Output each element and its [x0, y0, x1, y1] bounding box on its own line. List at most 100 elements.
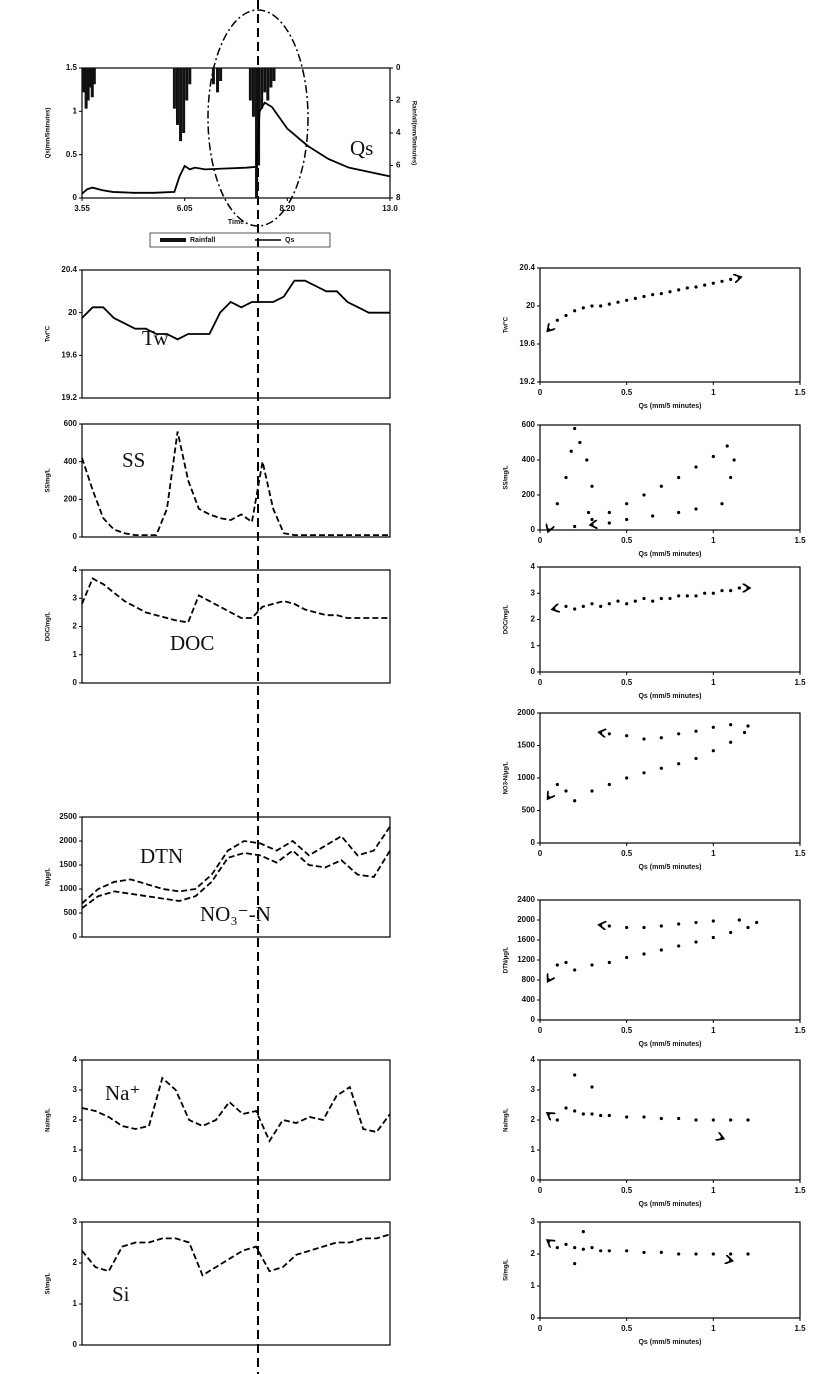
x-tick-label: 0 [538, 1186, 543, 1195]
point [585, 458, 589, 462]
x-axis-label: Qs (mm/5 minutes) [638, 864, 701, 871]
point [677, 1252, 681, 1256]
point [677, 944, 681, 948]
y-tick-label: 2 [73, 622, 78, 631]
point [625, 502, 629, 506]
rain-bar [255, 68, 259, 198]
plot-frame [81, 269, 391, 399]
plot-frame [81, 816, 391, 938]
y2-tick-label: 0 [396, 63, 401, 72]
point [633, 296, 637, 300]
point [573, 1109, 577, 1113]
plot-frame [539, 899, 801, 1021]
series-label: DOC [170, 631, 214, 655]
point [651, 514, 655, 518]
point [555, 502, 559, 506]
legend-label: Qs [285, 237, 294, 244]
x-tick-label: 0.5 [621, 1186, 633, 1195]
y-tick-label: 0 [73, 678, 78, 687]
point [720, 279, 724, 283]
point [599, 730, 603, 735]
point [694, 594, 698, 598]
y-tick-label: 0 [73, 932, 78, 941]
series-label: Na⁺ [105, 1081, 141, 1105]
y-tick-label: 2000 [59, 836, 77, 845]
y-tick-label: 20.4 [61, 265, 77, 274]
point [590, 1246, 594, 1250]
point [703, 591, 707, 595]
point [737, 586, 741, 590]
x-tick-label: 1.5 [794, 678, 806, 687]
point [607, 960, 611, 965]
y-tick-label: 0 [73, 1340, 78, 1349]
point [599, 923, 603, 927]
rain-bar [251, 68, 255, 117]
y-tick-label: 200 [64, 494, 78, 503]
y-tick-label: 0 [73, 532, 78, 541]
x-tick-label: 0.5 [621, 1324, 633, 1333]
point [547, 1112, 551, 1116]
x-tick-label: 8.20 [280, 204, 296, 213]
point [547, 528, 551, 532]
plot-frame [539, 1059, 801, 1181]
point [607, 521, 611, 525]
point [590, 963, 594, 967]
y-tick-label: 19.2 [61, 393, 77, 402]
point [642, 1115, 646, 1119]
point [599, 304, 603, 308]
point [625, 1115, 629, 1119]
y-tick-label: 0 [531, 667, 536, 676]
x-tick-label: 1 [711, 678, 716, 687]
point [659, 596, 663, 601]
rain-bar [248, 68, 252, 101]
point [677, 762, 681, 766]
point [581, 1230, 585, 1234]
direction-chevron [549, 1075, 748, 1138]
point [581, 1112, 585, 1116]
point [573, 607, 577, 611]
point [677, 732, 681, 736]
rain-bar [188, 68, 192, 85]
point [633, 599, 637, 603]
x-tick-label: 1.5 [794, 388, 806, 397]
direction-chevron [549, 278, 740, 330]
x-axis-label: Qs (mm/5 minutes) [638, 1041, 701, 1048]
point [677, 1116, 681, 1121]
series-line [81, 431, 390, 537]
point [677, 922, 681, 926]
point [711, 1118, 715, 1122]
y-tick-label: 1.5 [66, 63, 78, 72]
point [720, 1136, 724, 1140]
point [729, 475, 733, 480]
y-tick-label: 500 [64, 908, 78, 917]
point [590, 523, 594, 527]
y-axis-label: DTN/µg/L [504, 946, 510, 973]
point [694, 940, 698, 944]
point [694, 920, 698, 925]
point [720, 589, 724, 593]
y-axis-label: Qs(mm/5minutes) [46, 108, 52, 159]
point [737, 918, 741, 922]
point [573, 799, 577, 803]
x-tick-label: 0 [538, 1026, 543, 1035]
x-tick-label: 1.5 [794, 849, 806, 858]
legend-label: Rainfall [190, 237, 215, 244]
point [642, 737, 646, 741]
y2-tick-label: 8 [396, 193, 401, 202]
y-tick-label: 1 [73, 650, 78, 659]
point [547, 1239, 551, 1243]
point [732, 458, 736, 462]
point [555, 1246, 559, 1250]
y-tick-label: 1200 [517, 955, 535, 964]
point [599, 604, 603, 608]
y-tick-label: 0 [531, 1313, 536, 1322]
plot-frame [81, 569, 391, 684]
point [573, 1073, 577, 1077]
point [573, 426, 577, 431]
y-axis-label: Na/mg/L [504, 1108, 510, 1132]
y-axis-label: Si/mg/L [504, 1259, 510, 1281]
point [586, 510, 591, 515]
point [578, 440, 582, 445]
series-line [81, 279, 390, 341]
